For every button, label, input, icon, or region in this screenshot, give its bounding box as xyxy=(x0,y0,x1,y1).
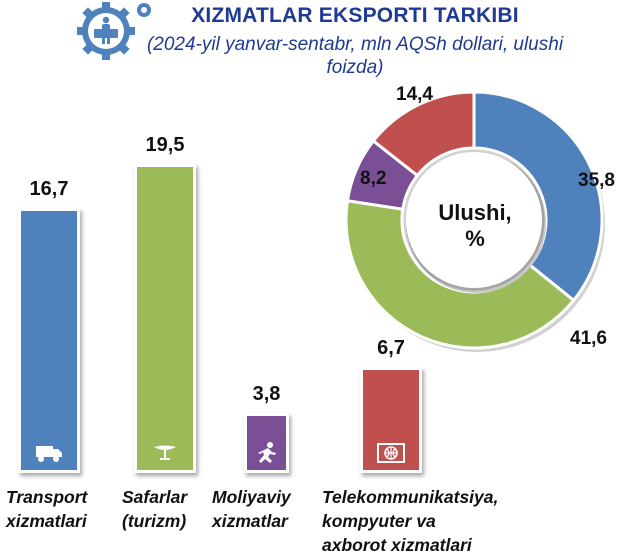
globe-icon xyxy=(377,443,405,463)
gear-logo-icon xyxy=(77,2,151,60)
bar-1 xyxy=(18,208,80,473)
donut-value-label: 41,6 xyxy=(570,328,607,349)
bar-value-label: 3,8 xyxy=(252,382,281,405)
category-label: Telekommunikatsiya, kompyuter va axborot… xyxy=(322,487,499,555)
donut-center-label: Ulushi, % xyxy=(438,200,512,251)
chart-title: XIZMATLAR EKSPORTI TARKIBI xyxy=(191,4,519,27)
donut-value-label: 35,8 xyxy=(578,170,615,191)
bar-value-label: 19,5 xyxy=(145,133,185,156)
truck-icon xyxy=(36,446,62,462)
category-label: Transport xizmatlari xyxy=(6,487,88,531)
donut-slice-1 xyxy=(472,90,604,303)
bar-3 xyxy=(244,412,289,473)
donut-value-label: 8,2 xyxy=(360,168,387,189)
bar-value-label: 6,7 xyxy=(377,336,405,359)
category-label: Safarlar (turizm) xyxy=(122,487,188,531)
bar-value-label: 16,7 xyxy=(29,178,69,201)
runner-icon xyxy=(257,442,276,463)
bar-2 xyxy=(134,163,196,473)
umbrella-icon xyxy=(154,445,176,460)
donut-value-label: 14,4 xyxy=(396,84,433,105)
chart-subtitle: (2024-yil yanvar-sentabr, mln AQSh dolla… xyxy=(146,34,564,78)
category-label: Moliyaviy xizmatlar xyxy=(212,487,291,531)
